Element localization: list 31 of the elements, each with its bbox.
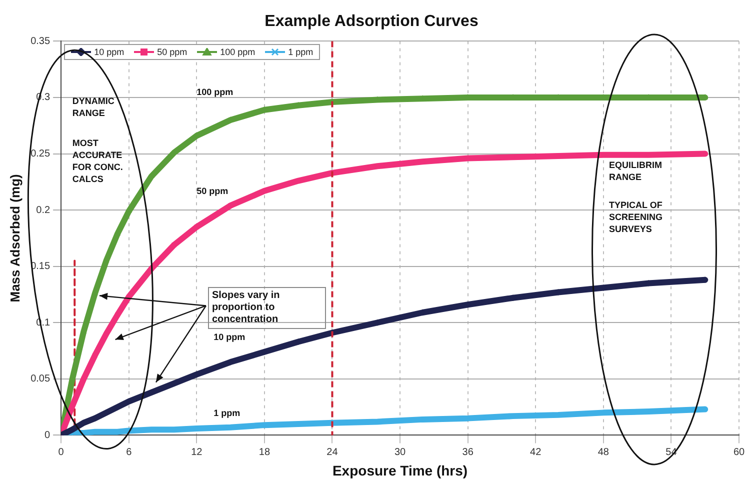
legend-label: 10 ppm: [94, 47, 124, 58]
x-tick-label: 6: [126, 446, 132, 458]
annotation: EQUILIBRIM RANGE: [609, 159, 664, 184]
x-tick-label: 48: [598, 446, 610, 458]
x-tick-label: 24: [326, 446, 338, 458]
annotation: MOST ACCURATE FOR CONC. CALCS: [72, 136, 124, 185]
legend-label: 50 ppm: [157, 47, 188, 58]
chart-title: Example Adsorption Curves: [264, 13, 478, 30]
x-tick-label: 36: [462, 446, 474, 458]
y-tick-label: 0.2: [36, 204, 50, 216]
legend-label: 1 ppm: [288, 47, 314, 58]
annotation: Slopes vary in proportion to concentration: [208, 286, 326, 329]
y-axis-title: Mass Adsorbed (mg): [7, 174, 22, 302]
x-axis-title: Exposure Time (hrs): [332, 462, 468, 478]
annotation: DYNAMIC RANGE: [72, 95, 116, 120]
x-tick-label: 12: [191, 446, 203, 458]
annotation: 10 ppm: [214, 330, 246, 342]
y-tick-label: 0.25: [30, 148, 50, 160]
x-tick-label: 0: [58, 446, 64, 458]
x-tick-label: 18: [258, 446, 270, 458]
y-tick-label: 0.35: [30, 36, 50, 47]
x-tick-label: 42: [530, 446, 542, 458]
y-tick-label: 0.05: [30, 374, 50, 385]
y-tick-label: 0: [44, 430, 50, 441]
annotation: 50 ppm: [196, 185, 228, 198]
legend-label: 100 ppm: [220, 47, 256, 58]
annotation: 1 ppm: [214, 407, 240, 420]
annotation: 100 ppm: [196, 86, 234, 98]
x-tick-label: 60: [733, 446, 745, 458]
annotation: TYPICAL OF SCREENING SURVEYS: [609, 198, 664, 235]
x-tick-label: 30: [394, 446, 406, 458]
